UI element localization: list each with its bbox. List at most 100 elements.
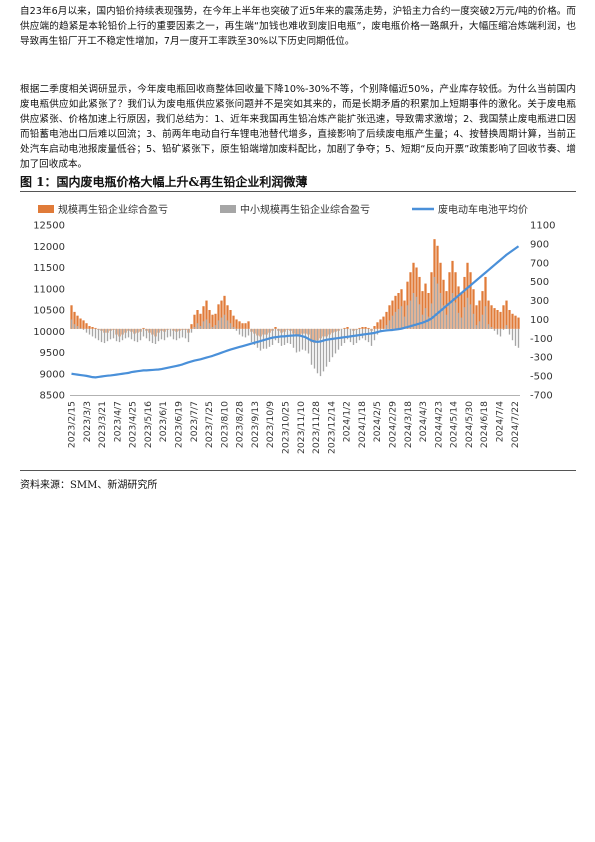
bar-large-120 [430,272,433,329]
bar-large-138 [484,276,487,329]
chart-container: 规模再生铅企业综合盈亏 中小规模再生铅企业综合盈亏 废电动车电池平均价 8500 900… [20,193,576,468]
bar-small-136 [478,321,481,329]
bar-large-139 [487,300,490,329]
bar-small-115 [415,296,418,329]
bar-large-107 [391,300,394,329]
bar-small-131 [463,307,466,329]
bar-small-39 [187,328,190,343]
x-tick-label-1: 2023/3/3 [82,401,93,442]
bar-large-59 [247,321,250,329]
x-tick-label-3: 2023/4/7 [112,401,123,442]
bar-small-2 [76,326,79,329]
bar-small-80 [310,328,313,365]
left-tick-label-3: 10000 [33,327,65,338]
bar-small-7 [91,328,94,337]
bar-large-102 [376,322,379,329]
x-tick-label-6: 2023/6/1 [158,401,169,442]
bar-small-6 [88,328,91,335]
bar-large-105 [385,311,388,329]
bar-large-140 [490,305,493,329]
bar-small-38 [184,328,187,339]
bar-large-54 [232,315,235,329]
x-tick-label-29: 2024/7/22 [510,401,521,448]
left-tick-label-0: 8500 [40,391,65,402]
bar-large-111 [403,300,406,329]
bar-small-54 [232,327,235,329]
bar-small-109 [397,309,400,329]
right-tick-label-0: -700 [530,391,553,402]
bar-small-5 [85,328,88,333]
bar-small-149 [517,328,520,348]
bar-small-4 [82,328,85,330]
bar-small-64 [262,328,265,349]
bar-small-40 [190,328,193,333]
right-tick-label-2: -300 [530,353,553,364]
bar-small-55 [235,328,238,331]
bar-small-24 [142,328,145,337]
right-tick-label-5: 300 [530,296,549,307]
bar-small-107 [391,315,394,329]
bar-large-45 [205,300,208,329]
bar-large-68 [274,327,277,329]
bar-small-57 [241,328,244,337]
bar-large-103 [379,319,382,329]
bar-small-0 [70,319,73,329]
bar-large-132 [466,262,469,329]
bar-small-26 [148,328,151,342]
bar-small-146 [508,328,511,335]
bar-small-108 [394,311,397,329]
bar-small-44 [202,321,205,329]
bar-small-25 [145,328,148,339]
bar-small-89 [337,328,340,350]
bar-small-114 [412,293,415,329]
bar-small-100 [370,328,373,346]
bar-small-111 [403,316,406,329]
chart-svg: 规模再生铅企业综合盈亏 中小规模再生铅企业综合盈亏 废电动车电池平均价 8500 900… [33,203,555,454]
x-tick-label-13: 2023/10/9 [265,401,276,448]
bar-large-5 [85,323,88,329]
bar-small-14 [112,328,115,339]
bar-large-106 [388,305,391,329]
left-tick-label-4: 10500 [33,306,65,317]
bar-small-33 [169,328,172,337]
bar-large-124 [442,279,445,329]
bar-small-48 [214,325,217,329]
bar-small-36 [178,328,181,339]
bar-small-56 [238,328,241,335]
bar-small-8 [94,328,97,339]
x-tick-label-17: 2023/12/14 [326,401,337,454]
bar-small-110 [400,306,403,329]
bar-small-19 [127,328,130,338]
x-tick-label-27: 2024/6/18 [479,401,490,448]
x-tick-label-2: 2023/3/21 [97,401,108,448]
bar-small-113 [409,300,412,329]
bar-large-125 [445,291,448,329]
bar-small-86 [328,328,331,362]
figure-source: 资料来源：SMM、新湖研究所 [20,480,158,491]
bar-large-41 [193,314,196,329]
bar-small-129 [457,312,460,329]
bar-small-62 [256,328,259,348]
bar-small-50 [220,317,223,329]
x-tick-label-11: 2023/8/28 [235,401,246,448]
bar-small-17 [121,328,124,341]
figure-top-rule [20,191,576,192]
bar-large-143 [499,311,502,329]
bar-large-142 [496,310,499,329]
bar-large-128 [454,272,457,329]
x-tick-label-19: 2024/1/18 [357,401,368,448]
bar-large-99 [367,327,370,329]
left-tick-label-2: 9500 [40,348,65,359]
bar-small-31 [163,328,166,341]
bar-large-6 [88,326,91,329]
bar-small-141 [493,328,496,331]
bar-small-75 [295,328,298,353]
bar-small-112 [406,305,409,329]
bar-small-1 [73,324,76,329]
x-tick-label-26: 2024/5/30 [464,401,475,448]
bar-large-8 [94,327,97,329]
bar-small-21 [133,328,136,342]
bar-large-136 [478,300,481,329]
bar-small-18 [124,328,127,339]
left-tick-label-8: 12500 [33,221,65,232]
